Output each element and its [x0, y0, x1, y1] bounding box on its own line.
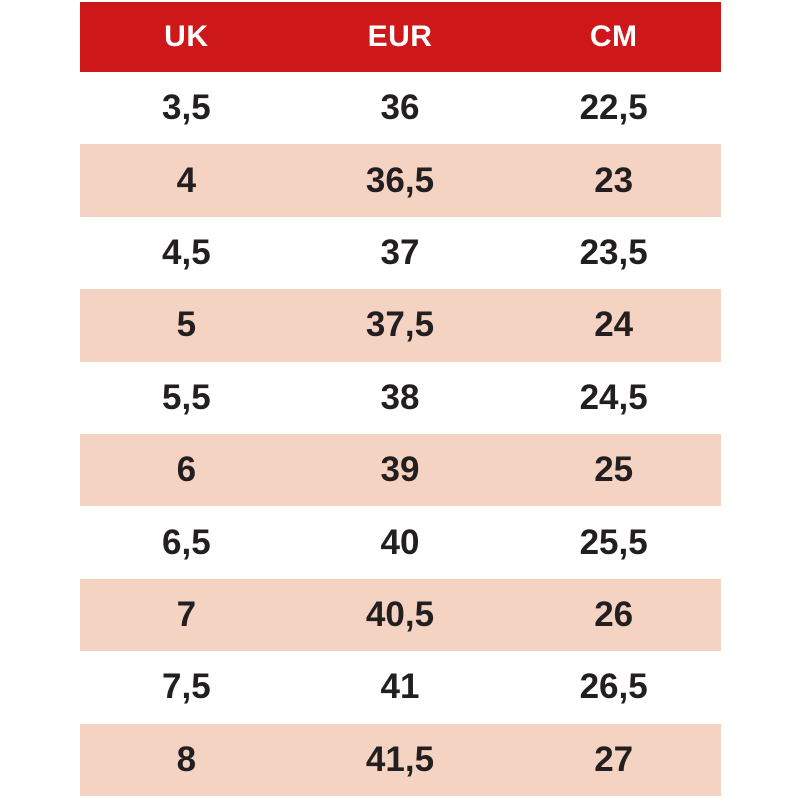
table-row: 6,5 40 25,5: [79, 506, 721, 579]
size-cell: 36: [380, 88, 420, 128]
size-cell: 6: [176, 450, 197, 490]
size-cell: 38: [380, 377, 420, 417]
size-cell: 4: [176, 160, 197, 200]
size-cell: 40,5: [365, 594, 435, 634]
table-row: 4,5 37 23,5: [79, 216, 721, 290]
size-cell: 40: [380, 522, 420, 562]
size-cell: 23,5: [579, 232, 648, 272]
column-header-cm: CM: [589, 20, 638, 53]
size-cell: 24,5: [579, 377, 648, 417]
table-row: 3,5 36 22,5: [79, 72, 721, 145]
table-row: 8 41,5 27: [79, 723, 721, 796]
size-table-body: 3,5 36 22,5 4 36,5 23 4,5 37 23,5 5 37,5 24 5,5 38 24,…: [79, 72, 721, 796]
size-cell: 22,5: [579, 88, 648, 128]
table-row: 5,5 38 24,5: [79, 361, 721, 434]
size-cell: 23: [594, 160, 634, 200]
size-cell: 25,5: [579, 522, 648, 562]
size-cell: 41,5: [365, 739, 435, 779]
table-row: 5 37,5 24: [79, 289, 721, 362]
size-cell: 7,5: [162, 667, 211, 707]
size-cell: 25: [594, 450, 634, 490]
table-row: 6 39 25: [79, 433, 721, 507]
size-cell: 5: [176, 305, 197, 345]
size-cell: 37,5: [365, 305, 435, 345]
table-row: 7 40,5 26: [79, 578, 721, 652]
size-cell: 5,5: [162, 377, 211, 417]
size-cell: 4,5: [162, 232, 211, 272]
size-cell: 39: [380, 450, 420, 490]
table-row: 4 36,5 23: [79, 144, 721, 217]
size-cell: 8: [176, 739, 197, 779]
size-cell: 41: [380, 667, 420, 707]
column-header-uk: UK: [164, 20, 209, 53]
size-cell: 6,5: [162, 522, 211, 562]
size-cell: 27: [594, 739, 634, 779]
size-cell: 3,5: [162, 88, 211, 128]
size-cell: 7: [176, 594, 197, 634]
size-cell: 26,5: [579, 667, 648, 707]
table-row: 7,5 41 26,5: [79, 651, 721, 724]
column-header-eur: EUR: [367, 20, 433, 53]
size-cell: 26: [594, 594, 634, 634]
size-cell: 37: [380, 232, 420, 272]
size-cell: 36,5: [365, 160, 435, 200]
size-conversion-table: UK EUR CM 3,5 36 22,5 4 36,5 23 4,5 37 23,5 5 37,5…: [79, 2, 721, 796]
table-header-row: UK EUR CM: [79, 2, 721, 72]
size-cell: 24: [594, 305, 634, 345]
